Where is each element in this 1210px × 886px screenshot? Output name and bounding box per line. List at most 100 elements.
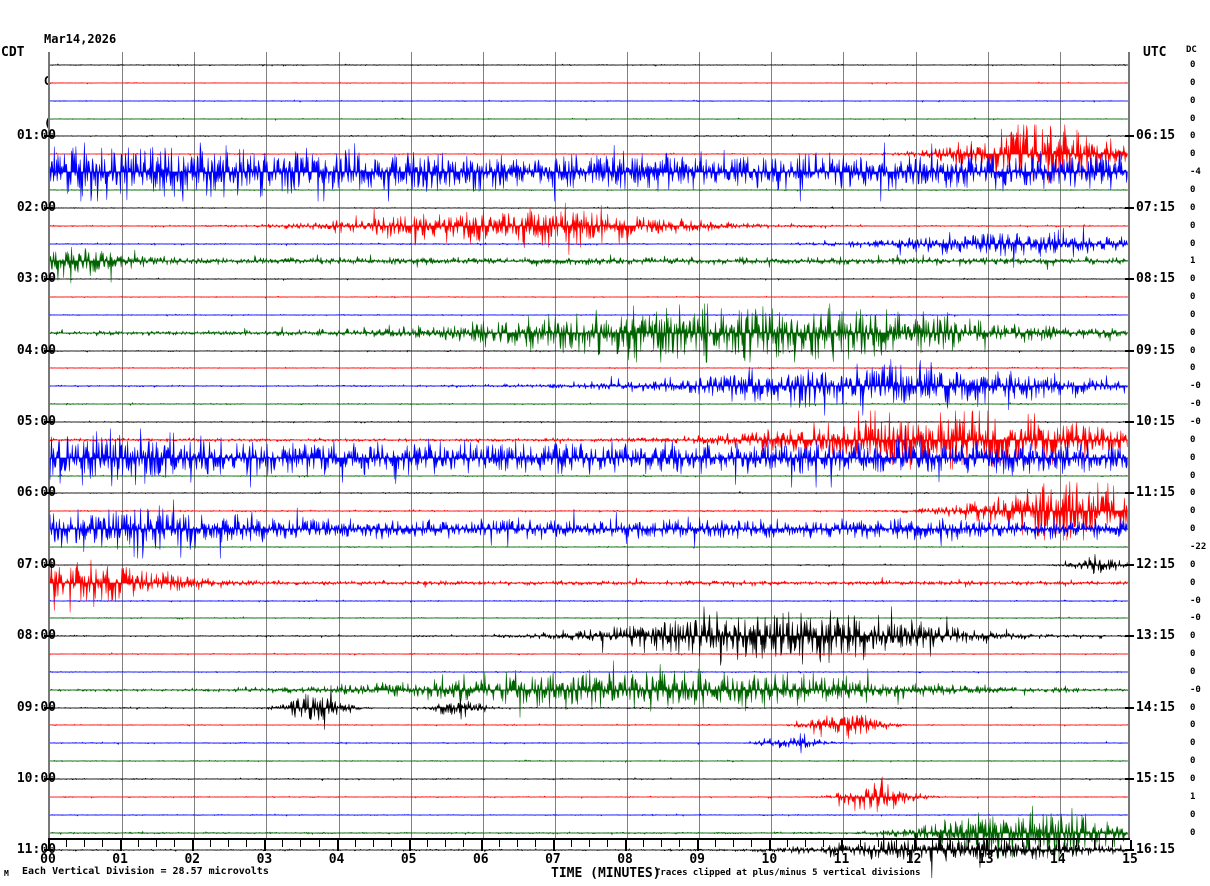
x-tick-10-1 — [787, 840, 789, 847]
trace-path-18 — [49, 359, 1128, 416]
dc-value-5: 0 — [1190, 149, 1196, 160]
trace-path-0 — [49, 63, 1128, 67]
x-tick-2-1 — [210, 840, 212, 847]
dc-value-11: 1 — [1190, 256, 1196, 267]
trace-path-41 — [49, 776, 1128, 812]
dc-value-27: -22 — [1190, 541, 1207, 552]
trace-path-27 — [49, 545, 1128, 549]
dc-value-37: 0 — [1190, 720, 1196, 731]
x-tick-3-2 — [300, 840, 302, 847]
x-tick-12-0 — [913, 840, 916, 851]
hour-tick-left-0 — [44, 135, 53, 138]
x-tick-1-1 — [138, 840, 140, 847]
hour-tick-left-2 — [44, 278, 53, 281]
x-tick-label-08: 08 — [617, 852, 633, 867]
hour-tick-left-8 — [44, 706, 53, 709]
x-tick-14-2 — [1093, 840, 1095, 847]
trace-path-30 — [49, 598, 1128, 603]
x-tick-10-3 — [823, 840, 825, 847]
dc-value-34: 0 — [1190, 666, 1196, 677]
dc-value-4: 0 — [1190, 131, 1196, 142]
x-tick-5-3 — [462, 840, 464, 847]
dc-value-41: 1 — [1190, 791, 1196, 802]
trace-path-2 — [49, 99, 1128, 103]
x-tick-label-05: 05 — [400, 852, 417, 867]
trace-path-21 — [49, 410, 1128, 470]
hour-tick-left-3 — [44, 349, 53, 352]
hour-tick-left-9 — [44, 778, 53, 780]
utc-time-label-15-15: 15:15 — [1136, 771, 1176, 786]
x-tick-13-1 — [1003, 840, 1005, 847]
x-tick-12-1 — [931, 840, 933, 847]
dc-value-32: 0 — [1190, 631, 1196, 642]
trace-path-31 — [49, 616, 1128, 621]
x-tick-0-3 — [102, 840, 104, 847]
x-tick-label-15: 15 — [1122, 852, 1138, 867]
x-tick-2-3 — [246, 840, 248, 847]
trace-path-5 — [49, 124, 1128, 184]
x-tick-8-1 — [643, 840, 645, 847]
trace-path-6 — [49, 142, 1128, 202]
timezone-label-left: CDT — [1, 45, 25, 60]
x-tick-label-10: 10 — [761, 852, 778, 867]
trace-path-1 — [49, 81, 1128, 85]
utc-time-label-16-15: 16:15 — [1136, 842, 1176, 858]
x-tick-4-2 — [372, 840, 374, 847]
x-tick-1-3 — [174, 840, 176, 847]
x-tick-4-0 — [336, 840, 339, 851]
x-tick-0-0 — [48, 840, 50, 851]
x-axis-line — [48, 838, 1130, 840]
x-tick-label-00: 00 — [40, 852, 56, 867]
x-tick-7-1 — [570, 840, 572, 847]
x-tick-13-0 — [985, 840, 988, 851]
trace-path-34 — [49, 670, 1128, 674]
x-tick-4-1 — [354, 840, 356, 847]
cdt-time-label-02-00: 02:00 — [16, 199, 56, 215]
dc-value-6: -4 — [1190, 167, 1201, 178]
x-tick-14-0 — [1057, 840, 1060, 851]
cdt-time-label-09-00: 09:00 — [16, 699, 56, 715]
cdt-time-label-10-00: 10:00 — [16, 771, 56, 786]
x-tick-14-3 — [1111, 840, 1113, 847]
hour-tick-right-6 — [1125, 563, 1134, 566]
dc-value-14: 0 — [1190, 309, 1196, 320]
dc-value-23: 0 — [1190, 470, 1196, 481]
x-tick-2-0 — [192, 840, 195, 851]
dc-value-43: 0 — [1190, 827, 1196, 838]
dc-value-2: 0 — [1190, 95, 1196, 106]
dc-value-10: 0 — [1190, 238, 1196, 249]
trace-path-10 — [49, 225, 1128, 268]
x-tick-8-0 — [625, 840, 628, 851]
x-tick-10-0 — [769, 840, 772, 851]
grid-line-minute-5 — [410, 52, 412, 838]
x-tick-1-2 — [156, 840, 158, 847]
grid-line-minute-10 — [771, 52, 773, 838]
dc-value-17: 0 — [1190, 363, 1196, 374]
x-tick-label-02: 02 — [184, 852, 201, 867]
x-tick-9-0 — [697, 840, 700, 851]
dc-value-13: 0 — [1190, 292, 1196, 303]
x-tick-11-3 — [895, 840, 897, 847]
dc-value-16: 0 — [1190, 345, 1196, 356]
trace-path-35 — [49, 660, 1128, 718]
dc-value-39: 0 — [1190, 756, 1196, 767]
x-tick-6-3 — [534, 840, 536, 847]
cdt-time-label-11-00: 11:00 — [16, 842, 56, 858]
x-axis-title: TIME (MINUTES) — [551, 866, 661, 881]
utc-time-label-14-15: 14:15 — [1136, 699, 1176, 715]
x-tick-13-2 — [1021, 840, 1023, 847]
grid-line-minute-14 — [1059, 52, 1061, 838]
timezone-label-right: UTC — [1143, 45, 1167, 60]
x-tick-1-0 — [120, 840, 123, 851]
cdt-time-label-06-00: 06:00 — [16, 485, 56, 501]
trace-path-43 — [49, 805, 1128, 863]
x-tick-6-1 — [498, 840, 500, 847]
trace-path-33 — [49, 651, 1128, 656]
hour-tick-right-1 — [1125, 206, 1134, 209]
x-tick-9-3 — [751, 840, 753, 847]
dc-value-19: -0 — [1190, 399, 1201, 410]
hour-tick-left-1 — [44, 206, 53, 209]
trace-path-3 — [49, 116, 1128, 121]
hour-tick-right-8 — [1125, 706, 1134, 709]
